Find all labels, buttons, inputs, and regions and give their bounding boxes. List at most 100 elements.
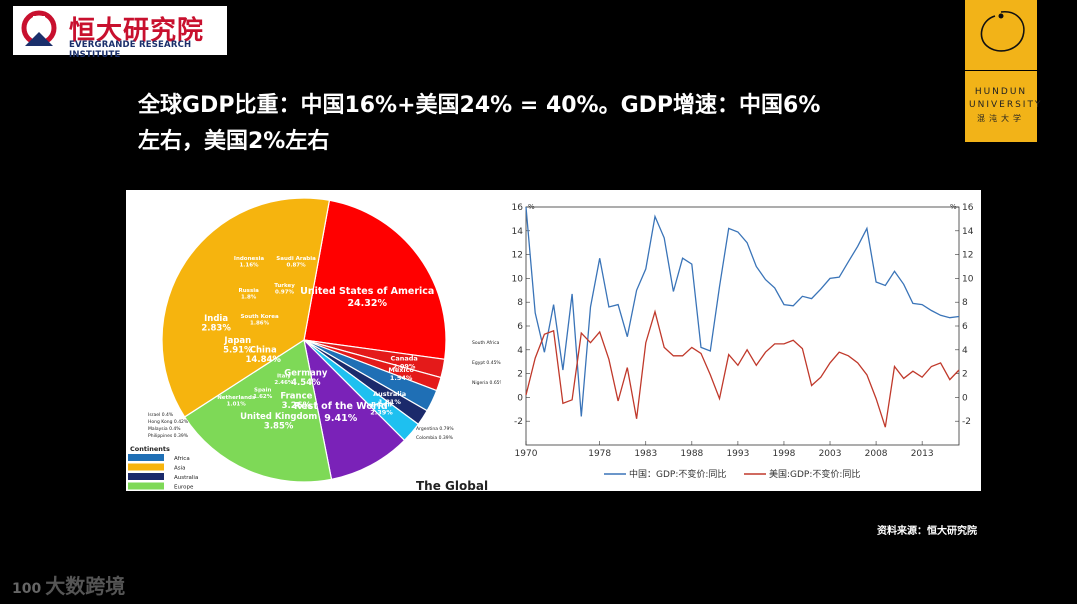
pie-sub-label-name: Turkey (274, 283, 295, 289)
pie-sub-label-name: Saudi Arabia (276, 256, 316, 262)
slide-title-line2: 左右，美国2%左右 (138, 129, 330, 154)
university-subtitle: 混沌大学 (977, 114, 1025, 123)
pie-sub-label-name: China (250, 345, 277, 355)
source-note: 资料来源：恒大研究院 (877, 526, 977, 537)
y-tick-label-left: 4 (517, 346, 523, 356)
y-tick-label-left: 12 (512, 251, 523, 261)
x-tick-label: 2008 (865, 449, 888, 459)
y-tick-label-left: 16 (512, 203, 524, 213)
pie-sub-label-name: France (280, 392, 312, 402)
legend-label-1: 美国:GDP:不变价:同比 (769, 468, 860, 480)
x-tick-label: 1978 (588, 449, 611, 459)
pie-label-name: Brazil (371, 401, 392, 409)
pie-sub-label-name: South Korea (240, 314, 279, 320)
pie-sub-label-name: United Kingdom (240, 412, 317, 422)
y-tick-label-right: 6 (962, 322, 968, 332)
pie-label-name: Australia (373, 390, 406, 398)
pie-legend-label: Australia (174, 475, 198, 481)
y-tick-label-left: -2 (514, 417, 523, 427)
y-tick-label-left: 6 (517, 322, 523, 332)
pie-label-value: 24.32% (347, 298, 387, 309)
x-tick-label: 1983 (634, 449, 657, 459)
logo-english-name: EVERGRANDE RESEARCH INSTITUTE (69, 40, 192, 60)
x-tick-label: 1998 (773, 449, 796, 459)
y-unit-right: % (950, 203, 957, 211)
pie-slice-united-states-of-america (303, 199, 447, 360)
evergrande-emblem-icon (21, 10, 57, 46)
y-tick-label-left: 0 (517, 393, 523, 403)
pie-legend-swatch (128, 473, 164, 480)
evergrande-logo: 恒大研究院 EVERGRANDE RESEARCH INSTITUTE (13, 6, 227, 60)
slide-title: 全球GDP比重：中国16%+美国24% = 40%。GDP增速：中国6% 左右，… (138, 88, 898, 160)
pie-callout: Hong Kong 0.42% (148, 419, 189, 425)
pie-sub-label-value: 1.01% (227, 401, 247, 407)
y-tick-label-right: 16 (962, 203, 974, 213)
pie-slice-europe (183, 339, 333, 483)
gdp-growth-line-chart: -2 -2 0 0 2 2 4 4 6 6 8 8 10 10 12 12 14 14 16 16% % 1970 1978… (512, 203, 974, 480)
x-tick-label: 1993 (726, 449, 749, 459)
watermark: 100 大数跨境 (12, 570, 125, 599)
y-tick-label-right: 10 (962, 274, 974, 284)
pie-sub-label-value: 4.54% (291, 378, 321, 388)
pie-label-name: Rest of the World (294, 401, 388, 412)
pie-sub-label-value: 0.97% (275, 289, 295, 295)
pie-sub-label-value: 2.83% (201, 324, 231, 334)
pie-sub-label-value: 0.87% (287, 263, 307, 269)
pie-slice-asia (161, 197, 331, 418)
chart-panel: United States of America 24.32% Canada 2.09… (126, 190, 981, 491)
badge-divider (965, 70, 1037, 71)
pie-chart-title: The Global (416, 479, 488, 491)
y-tick-label-right: 4 (962, 346, 968, 356)
pie-legend-swatch (128, 454, 164, 461)
x-tick-label: 1988 (680, 449, 703, 459)
pie-sub-label-value: 2.46% (274, 380, 294, 386)
pie-callout: Egypt 0.45% (472, 360, 501, 366)
x-tick-label: 2003 (819, 449, 842, 459)
series-line-1 (525, 309, 960, 428)
slide-title-line1: 全球GDP比重：中国16%+美国24% = 40%。GDP增速：中国6% (138, 93, 821, 118)
watermark-text: 大数跨境 (45, 574, 126, 598)
y-tick-label-right: 12 (962, 251, 973, 261)
pie-sub-label-name: Russia (239, 288, 260, 294)
pie-legend-swatch (128, 482, 164, 490)
plot-frame (525, 206, 960, 446)
university-name: HUNDUN UNIVERSITY (969, 87, 1043, 110)
pie-sub-label-name: Germany (284, 368, 328, 378)
legend-label-0: 中国：GDP:不变价:同比 (629, 468, 726, 480)
watermark-mark: 100 (12, 581, 42, 597)
pie-legend-label: Africa (174, 456, 190, 462)
pie-legend-label: Europe (174, 485, 194, 491)
y-tick-label-left: 8 (517, 298, 523, 308)
pie-sub-label-name: Italy (277, 373, 291, 379)
pie-legend-swatch (128, 463, 164, 471)
pie-label-name: Mexico (388, 366, 414, 374)
pie-callout: South Africa 0.42% (472, 340, 501, 346)
pie-sub-label-name: Netherlands (217, 395, 256, 401)
university-badge: HUNDUN UNIVERSITY 混沌大学 (965, 0, 1043, 142)
y-tick-label-right: 14 (962, 227, 974, 237)
pie-sub-label-value: 1.16% (239, 263, 259, 269)
y-tick-label-right: 2 (962, 370, 968, 380)
pie-label-name: Canada (391, 355, 418, 363)
y-tick-label-left: 2 (517, 370, 523, 380)
pie-sub-label-name: Japan (223, 336, 251, 346)
x-tick-label: 2013 (911, 449, 934, 459)
pie-callout: Philippines 0.39% (148, 433, 189, 439)
pie-sub-label-value: 1.8% (241, 294, 257, 300)
pie-sub-label-value: 3.26% (282, 401, 312, 411)
pie-label-name: United States of America (300, 286, 434, 297)
y-tick-label-right: -2 (962, 417, 971, 427)
pie-legend-title: Continents (130, 445, 170, 453)
pie-sub-label-name: India (204, 314, 228, 324)
x-tick-label: 1970 (515, 449, 538, 459)
pie-sub-label-name: Indonesia (234, 256, 264, 262)
pie-sub-label-name: Spain (254, 388, 271, 394)
pie-callout: Argentina 0.79% (416, 426, 454, 432)
y-tick-label-left: 10 (512, 274, 524, 284)
series-line-0 (525, 206, 960, 417)
y-tick-label-left: 14 (512, 227, 524, 237)
logo-chinese-name: 恒大研究院 (69, 16, 205, 46)
pie-label-value: 9.41% (324, 413, 357, 424)
pie-sub-label-value: 5.91% (223, 345, 253, 355)
